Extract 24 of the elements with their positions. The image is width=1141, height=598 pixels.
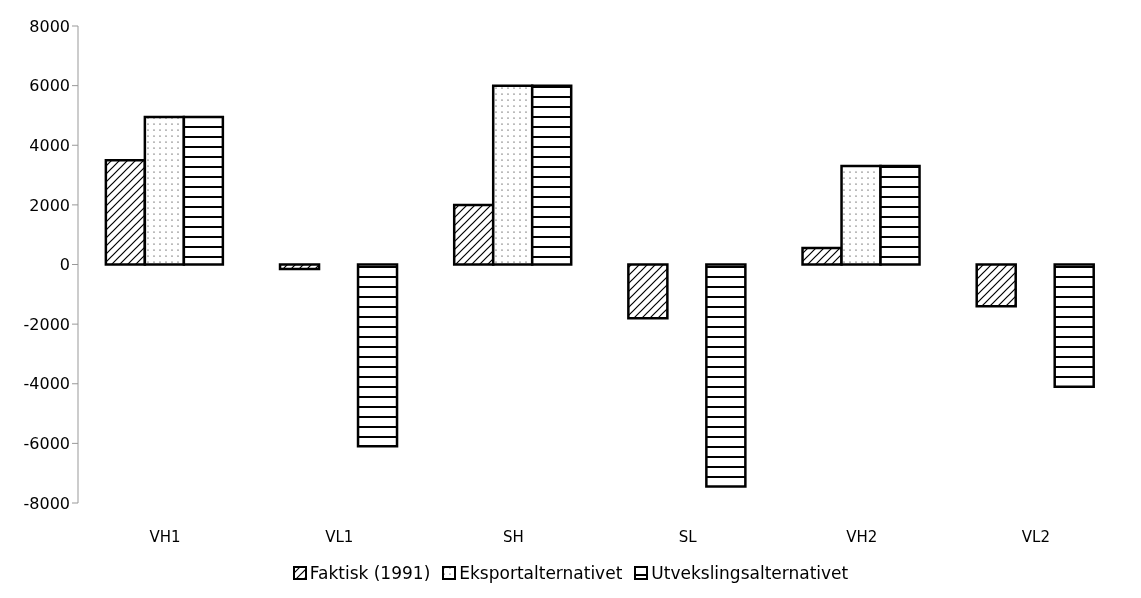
- y-tick-label: -8000: [23, 493, 70, 513]
- bar: [356, 263, 399, 448]
- y-tick-label: 2000: [29, 195, 70, 215]
- y-tick-label: -6000: [23, 434, 70, 454]
- bar: [705, 263, 747, 488]
- y-tick-label: 8000: [29, 16, 70, 36]
- y-tick-label: -2000: [23, 314, 70, 334]
- bar: [278, 263, 321, 271]
- bar: [975, 263, 1017, 308]
- x-tick-label: VL1: [325, 527, 354, 546]
- x-tick-label: SL: [678, 527, 698, 546]
- x-tick-label: VH2: [846, 527, 878, 546]
- x-tick-label: SH: [503, 527, 524, 546]
- y-tick-label: 0: [59, 255, 70, 275]
- x-tick-label: VL2: [1021, 527, 1050, 546]
- y-tick-label: 4000: [29, 135, 70, 155]
- legend-label: Utvekslingsalternativet: [651, 563, 849, 583]
- bar: [627, 263, 669, 320]
- y-tick-label: 6000: [29, 76, 70, 96]
- bar: [1053, 263, 1095, 388]
- x-tick-label: VH1: [149, 527, 181, 546]
- legend-label: Faktisk (1991): [309, 563, 431, 583]
- y-tick-label: -4000: [23, 374, 70, 394]
- legend-label: Eksportalternativet: [459, 563, 623, 583]
